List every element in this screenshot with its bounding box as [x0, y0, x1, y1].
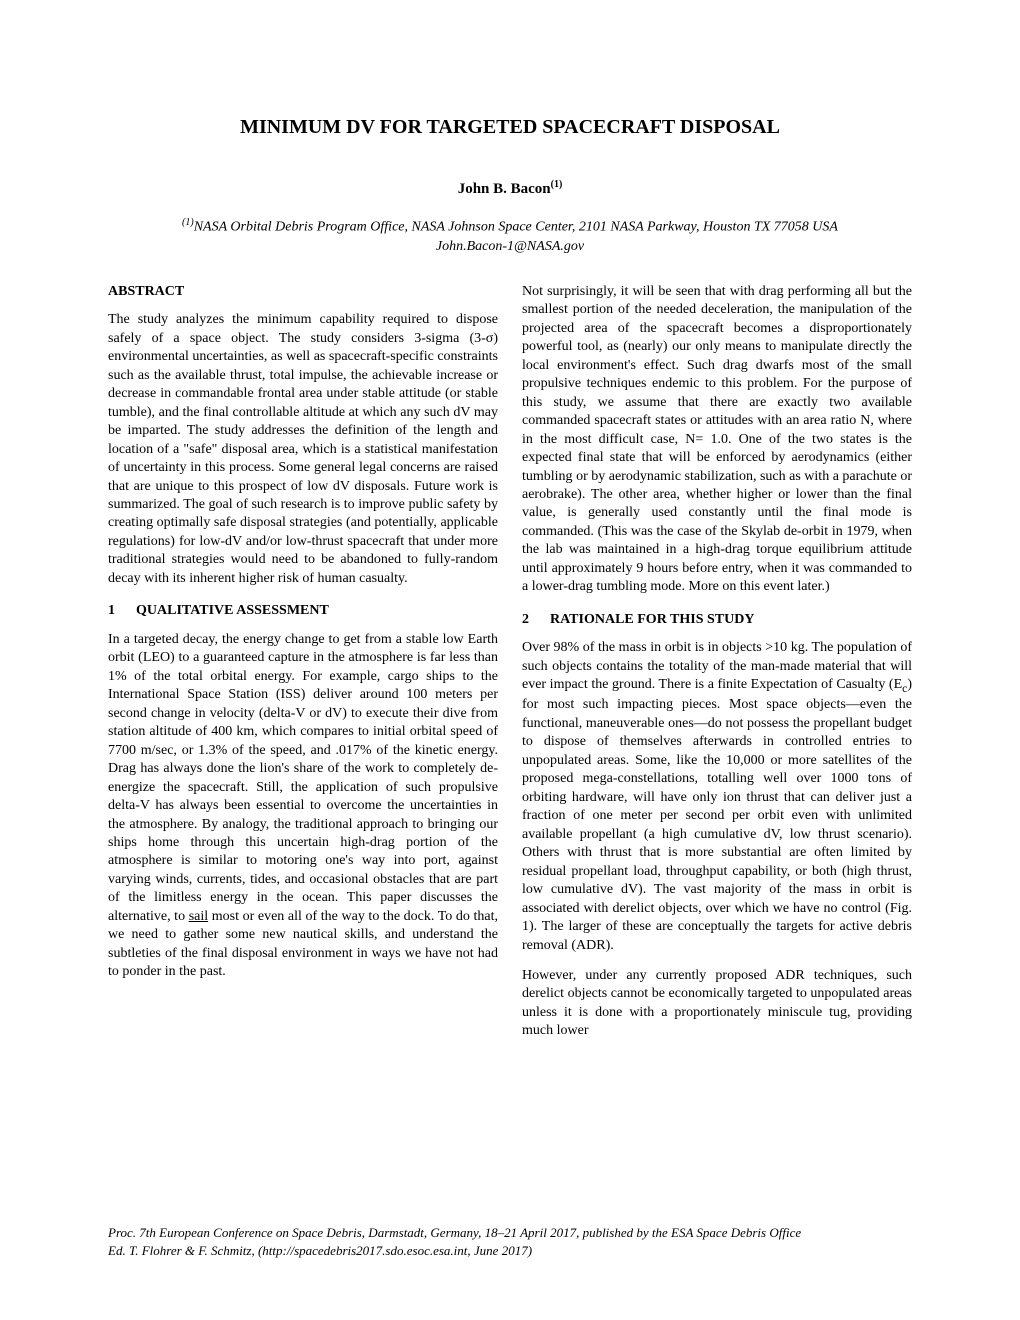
s1-text-sail: sail: [189, 909, 208, 924]
left-column: ABSTRACT The study analyzes the minimum …: [108, 283, 498, 1041]
abstract-heading: ABSTRACT: [108, 283, 498, 301]
section-1-heading: 1QUALITATIVE ASSESSMENT: [108, 602, 498, 620]
right-column: Not surprisingly, it will be seen that w…: [522, 283, 912, 1041]
page-footer: Proc. 7th European Conference on Space D…: [108, 1224, 912, 1260]
section-2-paragraph-1: Over 98% of the mass in orbit is in obje…: [522, 639, 912, 955]
affiliation-sup: (1): [182, 217, 194, 228]
section-1-title: QUALITATIVE ASSESSMENT: [136, 603, 329, 618]
paper-title: MINIMUM DV FOR TARGETED SPACECRAFT DISPO…: [108, 116, 912, 139]
author-text: John B. Bacon: [458, 181, 551, 197]
s2-p1-post: ) for most such impacting pieces. Most s…: [522, 677, 912, 952]
section-2-paragraph-2: However, under any currently proposed AD…: [522, 967, 912, 1041]
two-column-layout: ABSTRACT The study analyzes the minimum …: [108, 283, 912, 1041]
author-email: John.Bacon-1@NASA.gov: [108, 239, 912, 255]
affiliation: (1)NASA Orbital Debris Program Office, N…: [108, 216, 912, 237]
author-name: John B. Bacon(1): [108, 179, 912, 198]
s1-text-pre: In a targeted decay, the energy change t…: [108, 632, 498, 924]
section-1-num: 1: [108, 602, 136, 620]
author-sup: (1): [551, 179, 563, 190]
col2-paragraph-1: Not surprisingly, it will be seen that w…: [522, 283, 912, 597]
footer-line-1: Proc. 7th European Conference on Space D…: [108, 1224, 912, 1242]
s2-p1-pre: Over 98% of the mass in orbit is in obje…: [522, 640, 912, 692]
abstract-text: The study analyzes the minimum capabilit…: [108, 311, 498, 588]
section-1-paragraph: In a targeted decay, the energy change t…: [108, 631, 498, 982]
footer-line-2: Ed. T. Flohrer & F. Schmitz, (http://spa…: [108, 1242, 912, 1260]
section-2-heading: 2RATIONALE FOR THIS STUDY: [522, 611, 912, 629]
affiliation-text: NASA Orbital Debris Program Office, NASA…: [194, 220, 838, 235]
section-2-num: 2: [522, 611, 550, 629]
section-2-title: RATIONALE FOR THIS STUDY: [550, 612, 754, 627]
